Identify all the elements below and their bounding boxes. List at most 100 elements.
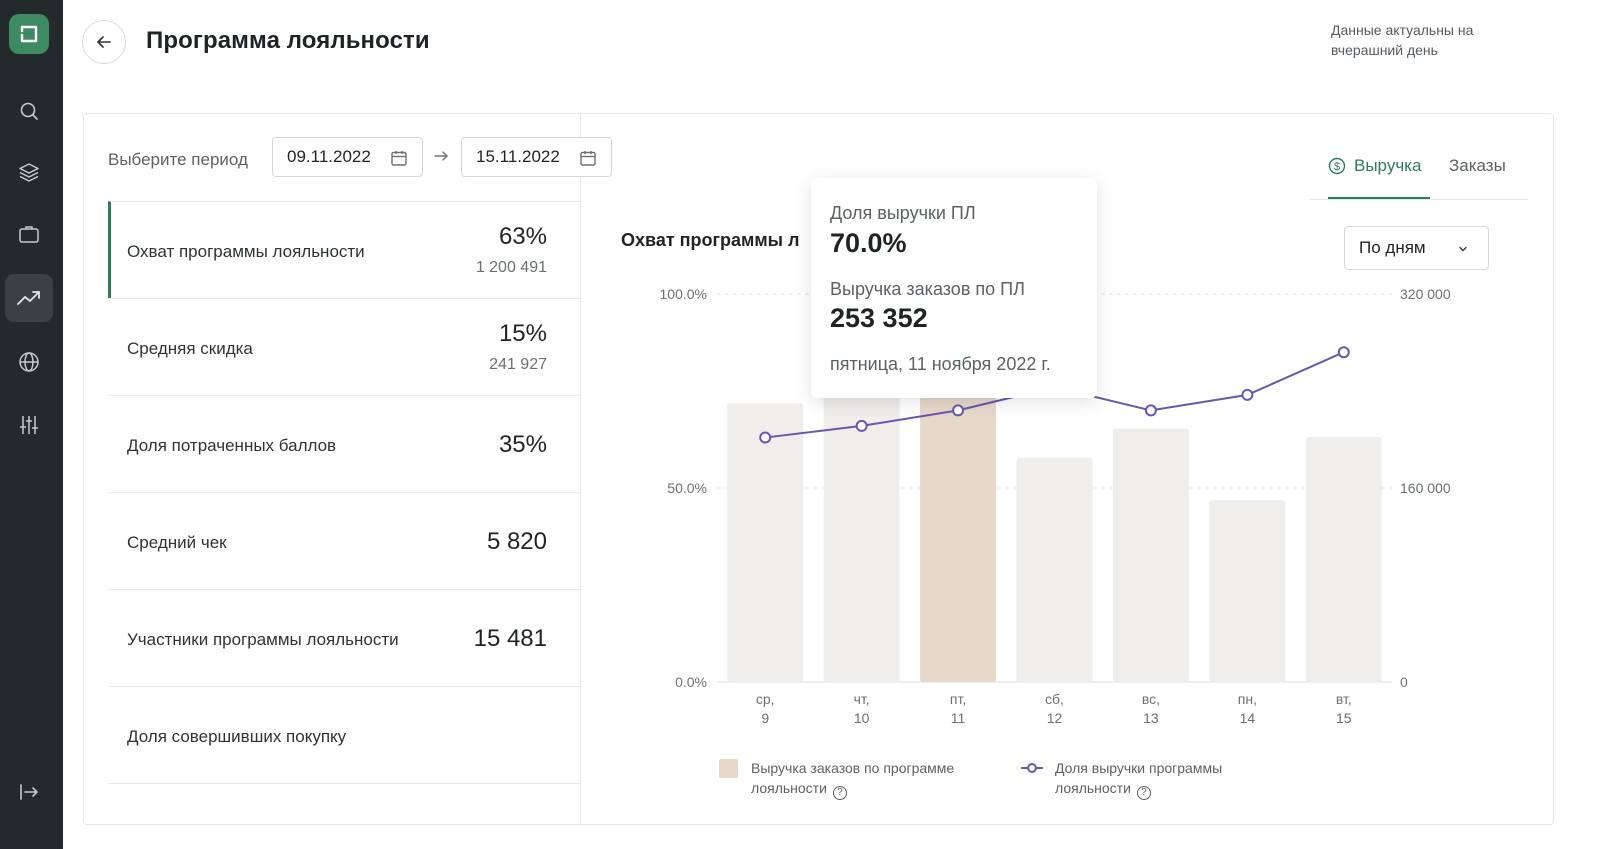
nav-logout[interactable] [5, 768, 53, 816]
nav-layers[interactable] [5, 148, 53, 196]
legend-bars[interactable]: Выручка заказов по программе лояльности? [719, 758, 955, 800]
search-icon [20, 102, 38, 120]
globe-icon [19, 352, 39, 372]
metric-coverage[interactable]: Охват программы лояльности 63% 1 200 491 [108, 201, 580, 298]
metric-avg-check[interactable]: Средний чек 5 820 [108, 492, 580, 589]
trending-up-icon [17, 291, 40, 305]
x-tick-label: пт, [950, 691, 966, 707]
chart-tooltip: Доля выручки ПЛ 70.0% Выручка заказов по… [811, 178, 1097, 398]
help-icon[interactable]: ? [1136, 786, 1151, 800]
metric-label: Доля потраченных баллов [127, 436, 337, 455]
metric-points-spent[interactable]: Доля потраченных баллов 35% [108, 395, 580, 492]
share-point [759, 431, 772, 444]
x-tick-label: 13 [1143, 710, 1159, 726]
logout-icon [20, 784, 38, 800]
tooltip-date: пятница, 11 ноября 2022 г. [830, 354, 1051, 374]
metric-value: 35% [498, 431, 547, 458]
tooltip-share-value: 70.0% [830, 228, 907, 258]
y-right-tick-label: 160 000 [1400, 480, 1451, 496]
tab-active-indicator [1328, 197, 1430, 199]
x-tick-label: 10 [854, 710, 870, 726]
chart-bar [1112, 428, 1189, 682]
nav-settings[interactable] [5, 401, 53, 449]
sliders-icon [20, 416, 38, 434]
x-tick-label: 11 [951, 710, 966, 726]
granularity-value: По дням [1359, 238, 1426, 257]
calendar-icon[interactable] [390, 149, 408, 167]
tab-revenue-label: Выручка [1354, 156, 1422, 175]
x-tick-label: вс, [1142, 691, 1160, 707]
chevron-down-icon [1459, 246, 1467, 252]
metric-label: Доля совершивших покупку [127, 727, 347, 746]
page-title: Программа лояльности [146, 27, 430, 54]
help-icon[interactable]: ? [832, 786, 847, 800]
x-tick-label: ср, [756, 691, 775, 707]
tab-orders-label: Заказы [1449, 156, 1506, 175]
chart-bar [727, 403, 804, 682]
date-from-value: 09.11.2022 [287, 147, 371, 166]
y-left-tick-label: 100.0% [660, 286, 707, 302]
date-from-input[interactable]: 09.11.2022 [272, 137, 423, 177]
chart-bar [823, 391, 900, 682]
nav-briefcase[interactable] [5, 210, 53, 258]
legend-line-swatch [1021, 763, 1043, 773]
metrics-bottom-divider [108, 783, 580, 784]
share-point [1241, 388, 1254, 401]
metric-value: 15% [498, 320, 547, 347]
arrow-left-icon [97, 36, 111, 48]
panel-divider [580, 113, 581, 825]
nav-search[interactable] [5, 87, 53, 135]
metric-label: Средний чек [127, 533, 227, 552]
metric-avg-discount[interactable]: Средняя скидка 15% 241 927 [108, 298, 580, 395]
y-right-tick-label: 0 [1400, 674, 1408, 690]
dollar-circle-icon: $ [1328, 157, 1346, 175]
briefcase-icon [19, 226, 39, 243]
back-button[interactable] [82, 20, 126, 64]
y-left-tick-label: 0.0% [675, 674, 707, 690]
loyalty-chart: 100.0% 50.0% 0.0% 320 000 160 000 0 ср, 9 чт, 10 п… [660, 286, 1451, 726]
calendar-icon[interactable] [579, 149, 597, 167]
metric-tabs: $ Выручка Заказы [1310, 140, 1528, 200]
logo-icon [20, 25, 38, 43]
legend-bars-line1: Выручка заказов по программе [751, 760, 955, 776]
nav-globe[interactable] [5, 338, 53, 386]
layers-icon [19, 163, 39, 182]
metric-value: 5 820 [486, 528, 547, 555]
app-logo[interactable] [9, 14, 49, 54]
legend-bars-line2: лояльности [751, 780, 827, 796]
x-tick-label: вт, [1336, 691, 1352, 707]
metric-label: Средняя скидка [127, 339, 253, 358]
tab-orders[interactable]: Заказы [1449, 156, 1506, 176]
metric-value: 63% [498, 223, 547, 250]
x-tick-label: 15 [1336, 710, 1352, 726]
share-point [1144, 404, 1157, 417]
data-freshness-note: Данные актуальны на вчерашний день [1331, 22, 1474, 58]
legend-bar-swatch [719, 759, 738, 778]
granularity-select[interactable]: По дням [1344, 226, 1489, 270]
metric-participants[interactable]: Участники программы лояльности 15 481 [108, 589, 580, 686]
tooltip-revenue-label: Выручка заказов по ПЛ [830, 279, 1025, 299]
chart-bar [1209, 500, 1286, 682]
svg-text:$: $ [1334, 161, 1340, 173]
x-tick-label: чт, [854, 691, 870, 707]
legend-line[interactable]: Доля выручки программы лояльности? [1021, 758, 1223, 800]
nav-analytics[interactable] [5, 274, 53, 322]
tooltip-revenue-value: 253 352 [830, 303, 928, 333]
share-point [952, 404, 965, 417]
metric-purchasers-share[interactable]: Доля совершивших покупку [108, 686, 580, 783]
metric-value: 15 481 [473, 625, 547, 652]
tab-revenue[interactable]: $ Выручка [1328, 156, 1421, 176]
metric-subvalue: 1 200 491 [475, 259, 547, 276]
x-tick-label: сб, [1045, 691, 1064, 707]
date-to-value: 15.11.2022 [476, 147, 560, 166]
legend-line-line2: лояльности [1055, 780, 1131, 796]
chart-bar [1016, 457, 1093, 682]
chart-bar [920, 374, 997, 682]
y-right-tick-label: 320 000 [1400, 286, 1451, 302]
date-to-input[interactable]: 15.11.2022 [461, 137, 612, 177]
legend-line-line1: Доля выручки программы [1055, 760, 1223, 776]
x-tick-label: пн, [1238, 691, 1257, 707]
share-point [855, 419, 868, 432]
x-tick-label: 9 [761, 710, 769, 726]
x-tick-label: 12 [1047, 710, 1063, 726]
